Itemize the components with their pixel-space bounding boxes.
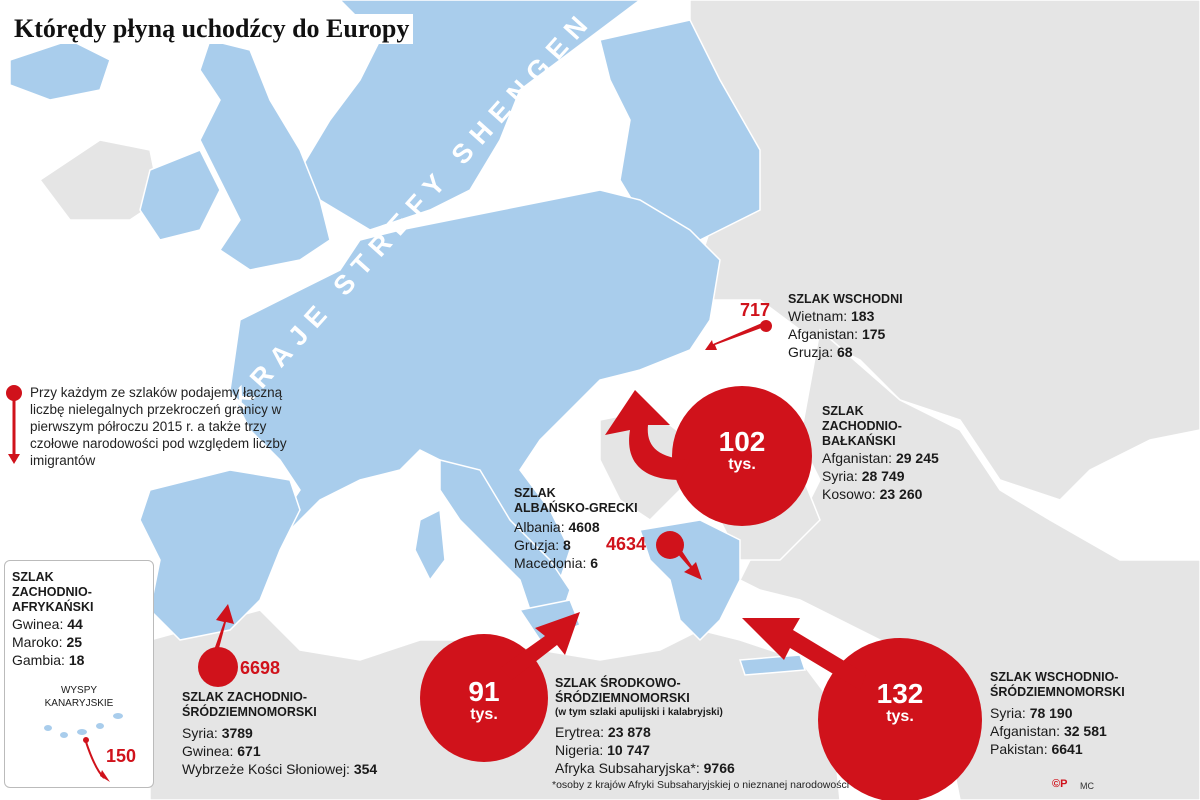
legend-text: Przy każdym ze szlaków podajemy łączną l…: [30, 385, 287, 468]
central-med-arrow: [500, 612, 580, 680]
central-med-title-1: SZLAK ŚRODKOWO-: [555, 676, 681, 690]
west-african-row-1: Gwinea: 44: [12, 616, 83, 632]
west-med-title-1: SZLAK ZACHODNIO-: [182, 690, 307, 704]
albanian-greek-total: 4634: [606, 534, 647, 554]
east-med-total: 132: [876, 678, 924, 709]
footnote: *osoby z krajów Afryki Subsaharyjskiej o…: [552, 779, 850, 791]
west-med-title-2: ŚRÓDZIEMNOMORSKI: [182, 705, 317, 719]
west-african-title-2: ZACHODNIO-: [12, 585, 92, 599]
east-med-arrow: [742, 618, 866, 690]
canary-total: 150: [106, 746, 137, 766]
east-route-block: SZLAK WSCHODNI Wietnam: 183 Afganistan: …: [788, 292, 903, 361]
east-med-title-1: SZLAK WSCHODNIO-: [990, 670, 1119, 684]
schengen-land: [9, 0, 807, 735]
canary-dot: [83, 737, 89, 743]
central-med-row-1: Erytrea: 23 878: [555, 724, 651, 740]
albanian-greek-row-3: Macedonia: 6: [514, 555, 599, 571]
canary-inset-box: [4, 560, 154, 788]
east-row-3: Gruzja: 68: [788, 344, 853, 360]
canary-arrowhead: [100, 770, 110, 782]
west-med-row-3: Wybrzeże Kości Słoniowej: 354: [182, 761, 378, 777]
albanian-greek-row-2: Gruzja: 8: [514, 537, 571, 553]
west-balkan-block: SZLAK ZACHODNIO- BAŁKAŃSKI Afganistan: 2…: [822, 404, 939, 503]
west-balkan-circle: [672, 386, 812, 526]
central-med-total: 91: [468, 676, 500, 707]
west-african-title-3: AFRYKAŃSKI: [12, 600, 94, 614]
west-balkan-unit: tys.: [728, 456, 756, 473]
east-med-row-3: Pakistan: 6641: [990, 741, 1083, 757]
central-med-row-2: Nigeria: 10 747: [555, 742, 650, 758]
west-balkan-row-2: Syria: 28 749: [822, 468, 905, 484]
central-med-unit: tys.: [470, 706, 498, 723]
west-balkan-total: 102: [718, 426, 766, 457]
central-med-title-2: ŚRÓDZIEMNOMORSKI: [555, 691, 690, 705]
legend-arrow: [8, 400, 20, 464]
albanian-greek-title-1: SZLAK: [514, 486, 556, 500]
canary-label-2: KANARYJSKIE: [44, 698, 114, 709]
west-med-row-1: Syria: 3789: [182, 725, 253, 741]
central-med-subtitle: (w tym szlaki apulijski i kalabryjski): [555, 707, 723, 718]
east-title: SZLAK WSCHODNI: [788, 292, 903, 306]
west-african-row-2: Maroko: 25: [12, 634, 83, 650]
west-med-row-2: Gwinea: 671: [182, 743, 261, 759]
east-row-1: Wietnam: 183: [788, 308, 875, 324]
west-balkan-row-1: Afganistan: 29 245: [822, 450, 939, 466]
west-med-circle: [198, 647, 238, 687]
east-med-unit: tys.: [886, 708, 914, 725]
canary-label-1: WYSPY: [60, 685, 98, 696]
east-med-block: SZLAK WSCHODNIO- ŚRÓDZIEMNOMORSKI Syria:…: [990, 670, 1125, 758]
canary-label: WYSPY KANARYJSKIE: [34, 684, 124, 710]
west-african-title-1: SZLAK: [12, 570, 54, 584]
west-med-arrow: [214, 604, 234, 652]
west-balkan-title-1: SZLAK: [822, 404, 864, 418]
albanian-greek-block: SZLAK ALBAŃSKO-GRECKI Albania: 4608 Gruz…: [514, 486, 638, 572]
route-markers: [6, 320, 982, 800]
west-balkan-row-3: Kosowo: 23 260: [822, 486, 923, 502]
albanian-greek-arrow: [676, 548, 702, 580]
map-title: Którędy płyną uchodźcy do Europy: [10, 14, 414, 44]
east-dot: [760, 320, 772, 332]
west-balkan-title-3: BAŁKAŃSKI: [822, 434, 896, 448]
central-med-row-3: Afryka Subsaharyjska*: 9766: [555, 760, 735, 776]
east-med-row-2: Afganistan: 32 581: [990, 723, 1107, 739]
west-med-total: 6698: [240, 658, 281, 678]
west-med-block: SZLAK ZACHODNIO- ŚRÓDZIEMNOMORSKI Syria:…: [182, 690, 377, 778]
author-initials: MC: [1080, 781, 1094, 791]
east-med-row-1: Syria: 78 190: [990, 705, 1073, 721]
west-balkan-title-2: ZACHODNIO-: [822, 419, 902, 433]
east-row-2: Afganistan: 175: [788, 326, 886, 342]
albanian-greek-row-1: Albania: 4608: [514, 519, 600, 535]
west-balkan-arrow: [605, 390, 690, 480]
west-african-block: SZLAK ZACHODNIO- AFRYKAŃSKI Gwinea: 44 M…: [12, 570, 93, 669]
legend-dot: [6, 385, 22, 401]
east-med-title-2: ŚRÓDZIEMNOMORSKI: [990, 685, 1125, 699]
west-african-row-3: Gambia: 18: [12, 652, 85, 668]
albanian-greek-title-2: ALBAŃSKO-GRECKI: [514, 501, 638, 515]
central-med-block: SZLAK ŚRODKOWO- ŚRÓDZIEMNOMORSKI (w tym …: [555, 676, 735, 777]
credit-mark: ©P: [1052, 778, 1068, 790]
east-total: 717: [740, 300, 771, 320]
east-arrow: [705, 323, 764, 350]
canary-islands: [44, 713, 123, 738]
